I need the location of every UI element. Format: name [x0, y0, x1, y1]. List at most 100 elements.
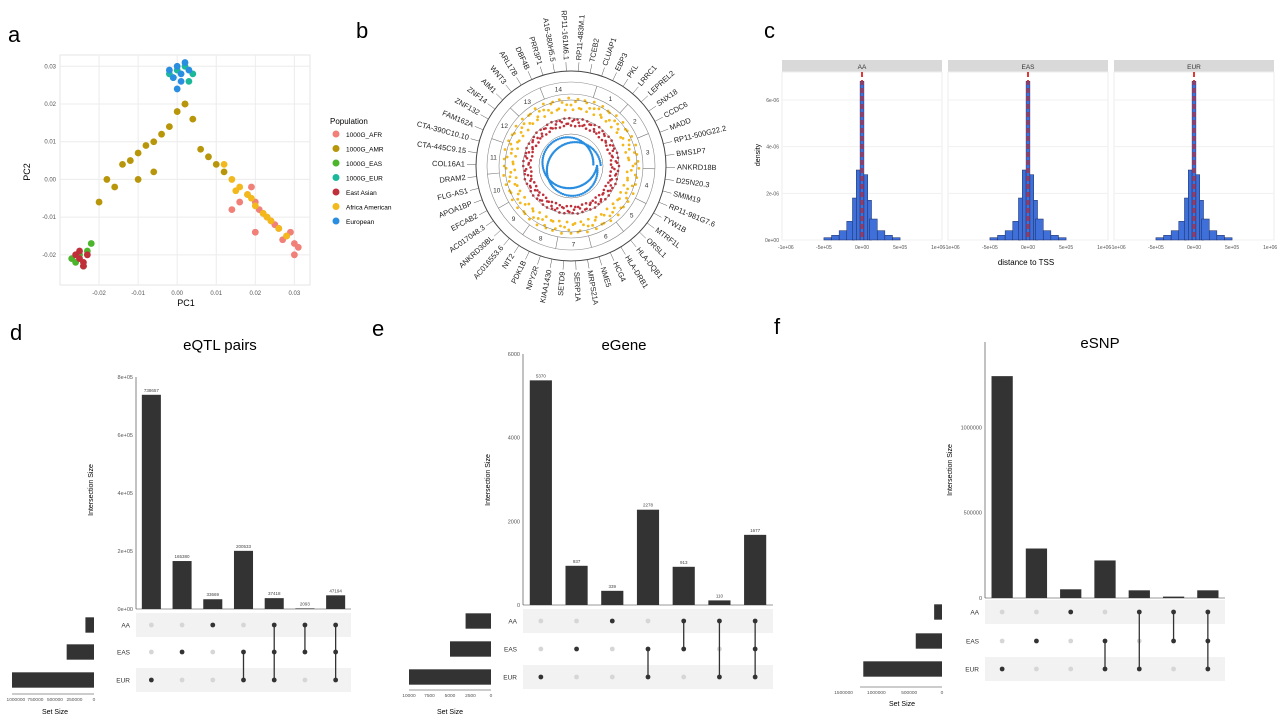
upset-set-size-tick-label: 250000	[66, 697, 82, 703]
circos-track-point-yellow	[625, 170, 629, 174]
circos-track-point-blue	[545, 172, 549, 175]
upset-set-size-bar	[465, 613, 491, 629]
circos-track-point-red	[578, 207, 582, 210]
circos-gene-label: D25N20.3	[675, 176, 710, 190]
circos-track-point-blue	[541, 162, 544, 166]
circos-track-point-blue	[541, 156, 545, 160]
upset-set-size-tick-label: 1500000	[834, 690, 853, 696]
circos-track-point-yellow	[633, 151, 636, 154]
circos-track-point-blue	[572, 136, 576, 140]
circos-track-point-yellow	[579, 220, 583, 224]
tss-histogram-bar	[989, 237, 998, 241]
tss-y-label: density	[755, 143, 762, 166]
circos-track-point-blue	[567, 194, 571, 197]
circos-chromosome-label: 10	[493, 187, 501, 194]
tss-x-tick-label: -1e+06	[778, 245, 794, 251]
upset-intersection-bar	[672, 566, 695, 605]
circos-track-point-red	[608, 143, 612, 147]
circos-track-point-red	[548, 130, 551, 134]
circos-track-point-red	[592, 127, 596, 131]
circos-track-point-red	[526, 173, 530, 177]
circos-track-point-red	[550, 200, 554, 204]
circos-track-point-yellow	[535, 223, 539, 227]
esnp-y-label: Intersection Size	[947, 444, 954, 496]
circos-gene-connector	[662, 190, 672, 194]
upset-intersection-bar	[708, 600, 731, 605]
upset-set-size-tick-label: 750000	[27, 697, 43, 703]
circos-track-point-yellow	[560, 231, 563, 235]
circos-track-point-red	[584, 201, 588, 205]
tss-x-tick-label: 0e+00	[855, 245, 869, 251]
circos-track-point-yellow	[623, 127, 627, 131]
circos-track-point-yellow	[557, 219, 561, 223]
circos-track-point-yellow	[523, 212, 527, 216]
tss-density-plot: distance to TSS density AA 0e+00 2e-06 4e-0…	[755, 60, 1277, 267]
upset-set-size-tick-label: 2500	[465, 693, 476, 699]
tss-x-tick-label: 0e+00	[1021, 245, 1035, 251]
circos-track-point-yellow	[536, 118, 539, 122]
circos-track-point-red	[558, 126, 562, 129]
tss-y-tick-label: 2e-06	[766, 191, 779, 197]
circos-gene-connector	[467, 176, 477, 178]
circos-track-point-yellow	[599, 212, 603, 216]
upset-intersection-bar	[565, 565, 588, 605]
upset-matrix-dot-inactive	[609, 674, 615, 680]
upset-matrix-dot-active	[1034, 638, 1039, 644]
upset-set-label: EAS	[117, 650, 131, 657]
circos-chromosome-label: 2	[633, 119, 637, 126]
circos-track-point-yellow	[510, 198, 514, 202]
upset-set-size-bar	[863, 661, 942, 677]
circos-gene-label: SERP1A	[572, 272, 582, 302]
upset-matrix-dot-active	[1068, 609, 1074, 615]
circos-track-point-red	[588, 203, 592, 207]
circos-track-point-yellow	[505, 155, 509, 159]
upset-intersection-bar	[1060, 589, 1082, 598]
pca-point	[185, 77, 193, 85]
circos-gene-connector	[562, 260, 564, 270]
pca-point	[205, 153, 212, 161]
circos-track-point-yellow	[515, 184, 519, 187]
circos-track-point-red	[608, 174, 612, 178]
pca-legend: 1000G_AFR 1000G_AMR 1000G_EAS 1000G_EUR East…	[332, 130, 392, 226]
circos-track-point-yellow	[627, 158, 631, 162]
upset-matrix-dot-inactive	[574, 674, 579, 680]
circos-track-point-red	[524, 151, 528, 155]
circos-track-point-red	[611, 166, 614, 169]
panel-label-a: a	[8, 22, 21, 47]
circos-track-point-yellow	[544, 215, 548, 219]
circos-track-point-yellow	[634, 183, 637, 186]
circos-track-point-yellow	[531, 207, 535, 210]
circos-track-point-yellow	[599, 113, 602, 117]
circos-track-point-blue	[592, 163, 595, 166]
circos-track-point-red	[569, 204, 573, 208]
circos-gene-connector	[659, 128, 669, 133]
upset-set-label: EUR	[965, 667, 979, 674]
circos-track-point-blue	[569, 194, 573, 198]
circos-track-point-yellow	[504, 183, 508, 187]
circos-track-point-yellow	[509, 151, 513, 155]
circos-gene-connector	[648, 105, 657, 112]
circos-track-point-yellow	[514, 176, 518, 180]
upset-matrix-dot-inactive	[538, 646, 544, 652]
circos-track-point-yellow	[616, 122, 620, 126]
circos-track-point-yellow	[626, 178, 629, 182]
circos-track-point-red	[529, 189, 533, 193]
circos-track-point-red	[527, 161, 531, 165]
upset-matrix-dot-active	[999, 666, 1005, 672]
pca-point	[290, 251, 298, 259]
circos-track-point-blue	[563, 193, 567, 196]
circos-track-point-yellow	[626, 176, 629, 180]
upset-y-tick-label: 6000	[508, 352, 520, 358]
circos-track-point-red	[540, 199, 544, 202]
tss-histogram-bar	[823, 237, 832, 241]
tss-x-tick-label: 5e+05	[1059, 245, 1073, 251]
circos-track-point-red	[554, 126, 557, 130]
circos-track-point-red	[600, 138, 604, 142]
upset-intersection-bar	[141, 394, 161, 609]
tss-facet-label: EUR	[1187, 64, 1201, 71]
circos-track-point-red	[544, 127, 547, 130]
circos-track-point-red	[525, 156, 529, 160]
circos-track-point-red	[531, 138, 535, 142]
tss-histogram-bar	[1170, 230, 1180, 241]
circos-track-point-blue	[565, 194, 569, 197]
